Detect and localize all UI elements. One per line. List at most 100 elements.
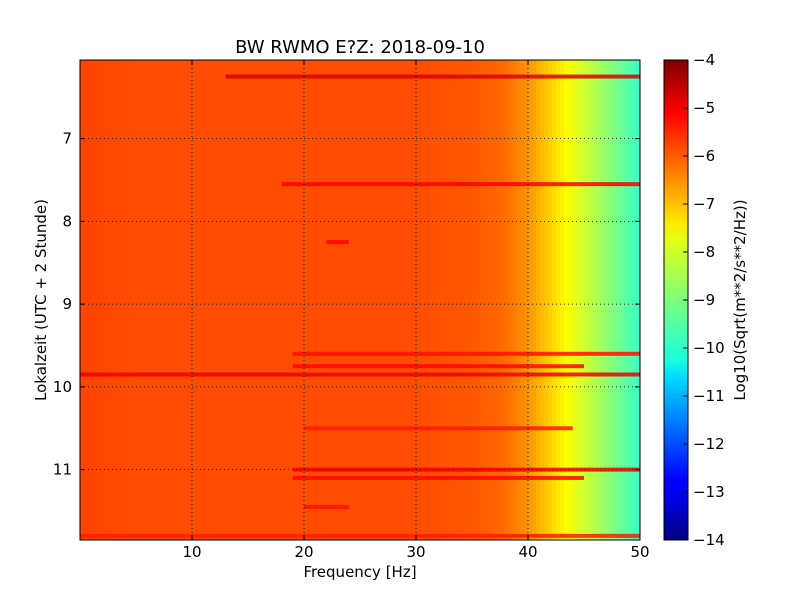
heatmap-column — [356, 60, 361, 540]
heatmap-column — [304, 60, 309, 540]
heatmap-column — [168, 60, 173, 540]
grid-lines — [80, 60, 640, 540]
heatmap-column — [460, 60, 465, 540]
colorbar-tick-label: −9 — [693, 291, 715, 309]
heatmap-column — [148, 60, 153, 540]
heatmap-column — [584, 60, 589, 540]
heatmap-column — [500, 60, 505, 540]
heatmap-column — [280, 60, 285, 540]
heatmap-column — [180, 60, 185, 540]
heatmap-column — [172, 60, 177, 540]
heatmap-column — [520, 60, 525, 540]
heatmap-band — [292, 475, 584, 480]
heatmap-column — [428, 60, 433, 540]
heatmap-column — [136, 60, 141, 540]
heatmap-column — [372, 60, 377, 540]
heatmap-column — [248, 60, 253, 540]
heatmap-column — [436, 60, 441, 540]
heatmap-column — [300, 60, 305, 540]
heatmap-column — [96, 60, 101, 540]
heatmap-column — [328, 60, 333, 540]
heatmap-column — [160, 60, 165, 540]
heatmap-column — [200, 60, 205, 540]
heatmap-column — [308, 60, 313, 540]
heatmap-column — [560, 60, 565, 540]
heatmap-column — [632, 60, 637, 540]
chart-title: BW RWMO E?Z: 2018-09-10 — [235, 37, 485, 58]
heatmap-column — [376, 60, 381, 540]
x-tick-label: 10 — [182, 543, 201, 561]
heatmap-column — [548, 60, 553, 540]
x-axis-ticks: 10 20 30 40 50 — [182, 60, 650, 561]
heatmap-column — [404, 60, 409, 540]
x-tick-label: 50 — [630, 543, 649, 561]
heatmap-column — [244, 60, 249, 540]
heatmap-column — [124, 60, 129, 540]
heatmap-column — [472, 60, 477, 540]
colorbar-tick-label: −10 — [693, 339, 725, 357]
heatmap-column — [396, 60, 401, 540]
colorbar-label: Log10(Sqrt(m**2/s**2/Hz)) — [731, 199, 749, 400]
heatmap-column — [332, 60, 337, 540]
heatmap-column — [572, 60, 577, 540]
heatmap-column — [336, 60, 341, 540]
x-tick-label: 30 — [406, 543, 425, 561]
heatmap-band — [304, 426, 573, 431]
heatmap-column — [612, 60, 617, 540]
heatmap-column — [352, 60, 357, 540]
heatmap-column — [216, 60, 221, 540]
heatmap-column — [592, 60, 597, 540]
heatmap-column — [220, 60, 225, 540]
heatmap-column — [288, 60, 293, 540]
heatmap-column — [212, 60, 217, 540]
heatmap-column — [176, 60, 181, 540]
heatmap-column — [116, 60, 121, 540]
heatmap-column — [184, 60, 189, 540]
heatmap-column — [516, 60, 521, 540]
heatmap-band — [281, 182, 640, 187]
heatmap-column — [380, 60, 385, 540]
heatmap-column — [240, 60, 245, 540]
heatmap-column — [268, 60, 273, 540]
heatmap-column — [408, 60, 413, 540]
heatmap-column — [392, 60, 397, 540]
y-axis-label: Lokalzeit (UTC + 2 Stunde) — [32, 199, 50, 401]
heatmap-column — [224, 60, 229, 540]
spectrogram-heatmap — [80, 60, 640, 540]
heatmap-column — [112, 60, 117, 540]
heatmap-band — [80, 372, 640, 377]
heatmap-column — [532, 60, 537, 540]
heatmap-column — [452, 60, 457, 540]
heatmap-column — [484, 60, 489, 540]
colorbar-tick-label: −7 — [693, 195, 715, 213]
heatmap-column — [88, 60, 93, 540]
heatmap-column — [192, 60, 197, 540]
heatmap-column — [448, 60, 453, 540]
heatmap-column — [120, 60, 125, 540]
heatmap-column — [416, 60, 421, 540]
heatmap-column — [368, 60, 373, 540]
heatmap-column — [604, 60, 609, 540]
heatmap-column — [360, 60, 365, 540]
heatmap-column — [400, 60, 405, 540]
heatmap-band — [292, 467, 640, 472]
heatmap-column — [384, 60, 389, 540]
plot-frame — [79, 59, 641, 541]
colorbar-tick-label: −6 — [693, 147, 715, 165]
heatmap-column — [620, 60, 625, 540]
colorbar-tick-label: −8 — [693, 243, 715, 261]
y-tick-label: 8 — [62, 212, 72, 230]
heatmap-column — [260, 60, 265, 540]
heatmap-column — [284, 60, 289, 540]
heatmap-column — [316, 60, 321, 540]
heatmap-column — [468, 60, 473, 540]
heatmap-column — [496, 60, 501, 540]
heatmap-column — [524, 60, 529, 540]
heatmap-band — [292, 364, 584, 369]
heatmap-column — [156, 60, 161, 540]
heatmap-band — [326, 240, 349, 245]
y-tick-label: 9 — [62, 295, 72, 313]
heatmap-column — [628, 60, 633, 540]
heatmap-column — [504, 60, 509, 540]
heatmap-column — [232, 60, 237, 540]
